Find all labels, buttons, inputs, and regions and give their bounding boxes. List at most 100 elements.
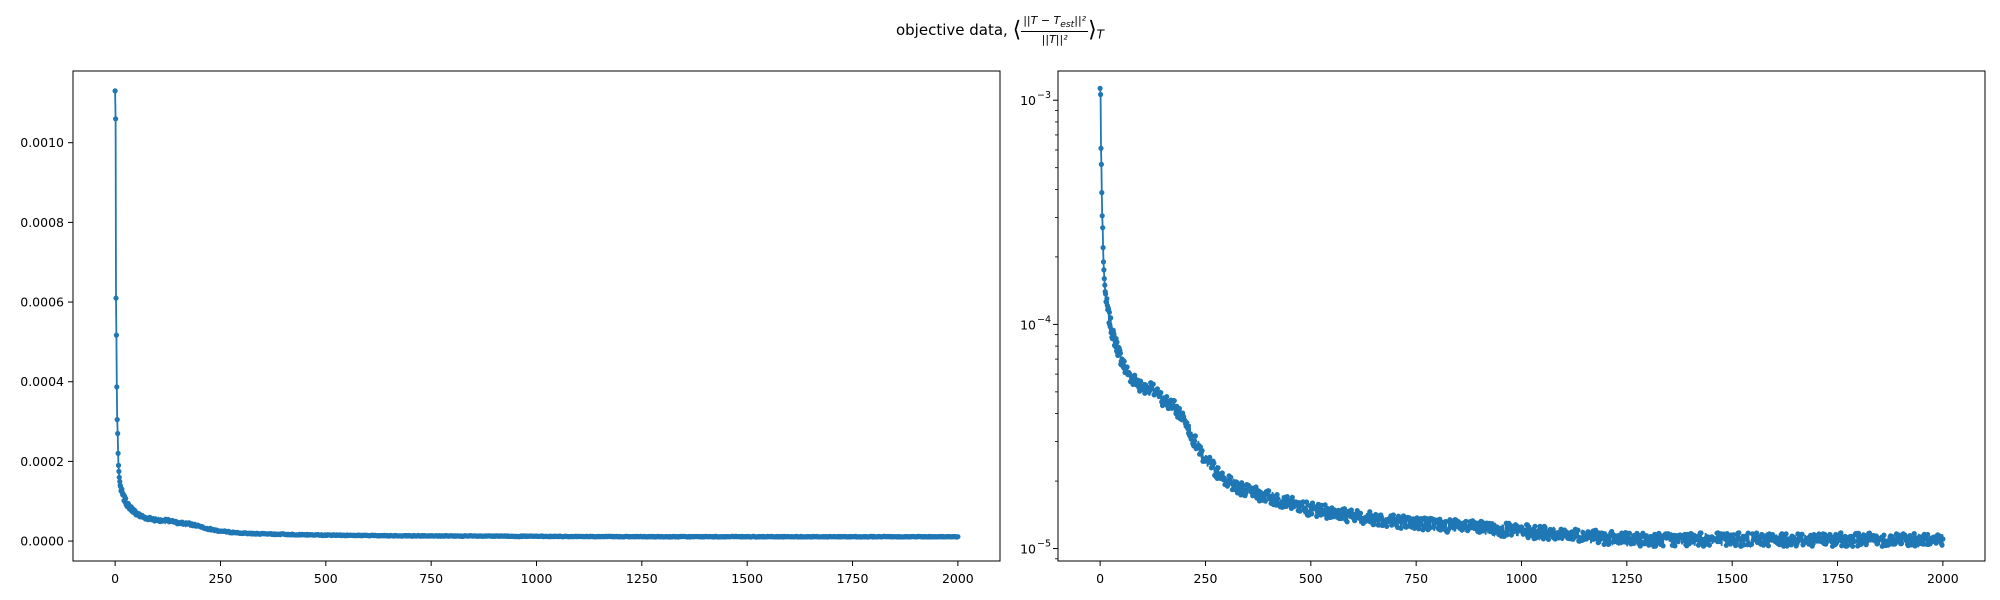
y-tick-label: 0.0004: [20, 374, 64, 389]
data-point: [1138, 378, 1144, 384]
title-open-bracket: ⟨: [1012, 17, 1022, 43]
data-point: [1907, 533, 1913, 539]
data-point: [1099, 213, 1105, 219]
data-point: [1770, 532, 1776, 538]
data-point: [1545, 536, 1552, 543]
y-tick-label: 0.0000: [20, 534, 64, 549]
data-point: [1838, 530, 1844, 536]
data-point: [1228, 474, 1234, 480]
x-tick-label: 2000: [942, 571, 974, 586]
data-point: [1100, 245, 1106, 251]
data-point: [1727, 541, 1734, 547]
x-tick-label: 1000: [521, 571, 553, 586]
data-point: [1504, 532, 1510, 538]
data-point: [1537, 523, 1543, 530]
data-point: [1927, 541, 1933, 547]
data-point: [1297, 508, 1303, 514]
data-point: [1589, 536, 1595, 542]
data-point: [1497, 525, 1503, 531]
data-point: [1384, 523, 1390, 530]
data-point: [1100, 225, 1106, 231]
data-point: [113, 295, 119, 301]
data-point: [1925, 531, 1931, 538]
axes-frame: [72, 70, 1001, 562]
x-tick-label: 1500: [731, 571, 763, 586]
data-point: [1743, 536, 1750, 542]
data-point: [1823, 541, 1829, 547]
data-point: [1097, 85, 1103, 91]
data-point: [1223, 477, 1229, 483]
data-point: [1398, 525, 1404, 531]
data-point: [1101, 267, 1107, 273]
data-point: [1660, 543, 1666, 549]
data-point: [1367, 509, 1373, 515]
data-point: [1575, 527, 1581, 533]
data-point: [1524, 522, 1530, 528]
data-point: [1549, 527, 1555, 533]
data-point: [1416, 526, 1422, 532]
data-point: [1114, 339, 1120, 345]
data-point: [1143, 382, 1149, 388]
data-point: [117, 478, 123, 485]
data-point: [1211, 460, 1217, 466]
data-point: [1192, 433, 1198, 439]
y-tick-exponent: −4: [1037, 314, 1051, 325]
data-point: [1698, 530, 1704, 536]
data-point: [1437, 516, 1443, 522]
data-point: [1219, 470, 1225, 476]
data-point: [1881, 532, 1887, 538]
data-point: [1626, 530, 1632, 536]
data-point: [1779, 531, 1785, 537]
data-point: [116, 468, 122, 474]
y-tick-exponent: −5: [1037, 539, 1051, 550]
data-point: [1150, 381, 1156, 387]
title-num-sub: est: [1060, 19, 1075, 31]
data-point: [955, 534, 961, 540]
data-point: [1199, 448, 1205, 454]
data-point: [1099, 190, 1105, 196]
data-point: [1637, 543, 1643, 549]
data-point: [1100, 259, 1107, 265]
data-point: [1148, 385, 1155, 392]
data-point: [1207, 454, 1213, 460]
data-point: [1647, 541, 1653, 548]
data-point: [1266, 488, 1272, 494]
data-point: [1215, 465, 1221, 471]
data-point: [1103, 291, 1109, 297]
data-point: [1309, 511, 1315, 517]
y-tick-label: 10: [1020, 542, 1036, 557]
data-point: [115, 430, 121, 437]
data-point: [1117, 350, 1123, 356]
data-point: [1304, 499, 1310, 505]
x-tick-label: 2000: [1927, 571, 1959, 586]
x-tick-label: 1250: [626, 571, 658, 586]
data-point: [1602, 531, 1608, 537]
data-point: [1344, 519, 1350, 525]
panel-2: 0 250 500 750 1000 1250 1500 1750 200010−510−410…: [1020, 70, 1986, 586]
figure-title-math: ⟨ ||T − Test||² ||T||² ⟩T: [1013, 14, 1104, 46]
data-point: [115, 462, 122, 468]
x-tick-label: 750: [1404, 571, 1428, 586]
data-point: [1850, 543, 1856, 549]
data-point: [1940, 536, 1946, 542]
x-tick-label: 500: [1299, 571, 1323, 586]
x-tick-label: 1250: [1611, 571, 1643, 586]
data-point: [1341, 506, 1348, 512]
axes-frame: [1057, 70, 1986, 562]
data-point: [1606, 541, 1612, 547]
data-point: [1176, 405, 1182, 412]
data-point: [1322, 502, 1328, 508]
data-point: [1731, 532, 1737, 538]
y-tick-exponent: −3: [1037, 90, 1051, 101]
data-point: [115, 450, 121, 456]
y-tick-label: 0.0002: [20, 454, 64, 469]
x-tick-label: 1750: [837, 571, 869, 586]
data-point: [1899, 540, 1905, 547]
data-point: [1939, 542, 1945, 548]
data-point: [1108, 315, 1114, 321]
data-point: [1736, 530, 1742, 536]
x-tick-label: 1500: [1716, 571, 1748, 586]
y-tick-label: 10: [1020, 93, 1036, 108]
x-tick-label: 250: [209, 571, 233, 586]
